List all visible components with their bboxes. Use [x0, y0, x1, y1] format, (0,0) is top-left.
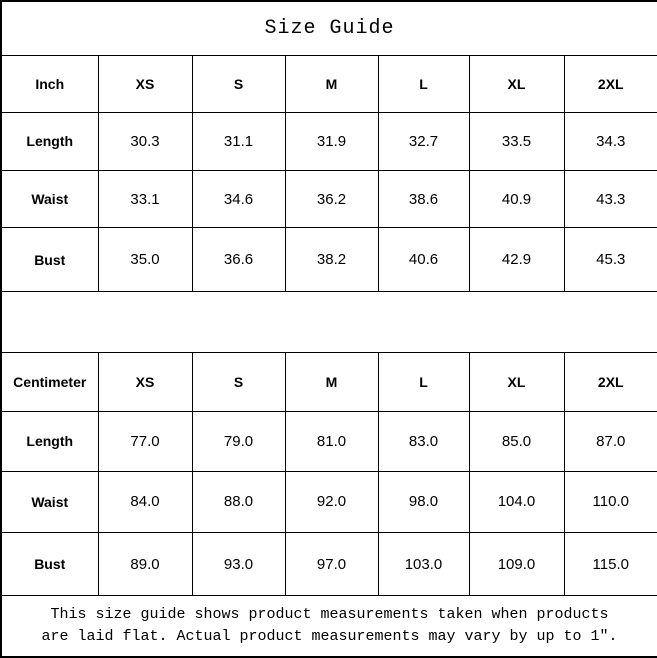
measurement-value: 36.2 — [284, 169, 379, 229]
cm-size-header-2xl: 2XL — [563, 351, 657, 412]
measurement-value: 77.0 — [97, 410, 193, 472]
cm-header-row: Centimeter XS S M L XL 2XL — [0, 351, 657, 412]
measurement-value: 33.5 — [468, 111, 565, 172]
measurement-value: 33.1 — [97, 169, 193, 229]
measurement-value: 40.6 — [377, 227, 470, 293]
measurement-value: 87.0 — [563, 410, 657, 472]
measurement-value: 45.3 — [563, 227, 657, 293]
footer-row: This size guide shows product measuremen… — [0, 595, 657, 658]
measurement-value: 110.0 — [563, 470, 657, 534]
cm-waist-row: Waist 84.0 88.0 92.0 98.0 104.0 110.0 — [0, 470, 657, 534]
measurement-value: 38.6 — [377, 169, 470, 229]
inch-size-header-2xl: 2XL — [563, 54, 657, 113]
measurement-value: 31.1 — [191, 111, 286, 172]
inch-length-row: Length 30.3 31.1 31.9 32.7 33.5 34.3 — [0, 111, 657, 172]
row-label: Waist — [0, 470, 99, 534]
inch-size-header-s: S — [191, 54, 286, 113]
cm-size-header-l: L — [377, 351, 470, 412]
row-label: Length — [0, 111, 99, 172]
measurement-value: 40.9 — [468, 169, 565, 229]
measurement-value: 92.0 — [284, 470, 379, 534]
measurement-value: 93.0 — [191, 532, 286, 597]
row-label: Bust — [0, 227, 99, 293]
footer-note: This size guide shows product measuremen… — [0, 595, 657, 658]
cm-length-row: Length 77.0 79.0 81.0 83.0 85.0 87.0 — [0, 410, 657, 472]
measurement-value: 38.2 — [284, 227, 379, 293]
measurement-value: 36.6 — [191, 227, 286, 293]
measurement-value: 85.0 — [468, 410, 565, 472]
inch-header-row: Inch XS S M L XL 2XL — [0, 54, 657, 113]
measurement-value: 81.0 — [284, 410, 379, 472]
cm-size-header-s: S — [191, 351, 286, 412]
cm-size-header-xl: XL — [468, 351, 565, 412]
measurement-value: 98.0 — [377, 470, 470, 534]
row-label: Bust — [0, 532, 99, 597]
measurement-value: 32.7 — [377, 111, 470, 172]
measurement-value: 88.0 — [191, 470, 286, 534]
spacer-cell — [0, 291, 657, 353]
cm-size-header-xs: XS — [97, 351, 193, 412]
inch-waist-row: Waist 33.1 34.6 36.2 38.6 40.9 43.3 — [0, 169, 657, 229]
inch-size-header-m: M — [284, 54, 379, 113]
spacer-row — [0, 291, 657, 353]
measurement-value: 31.9 — [284, 111, 379, 172]
measurement-value: 115.0 — [563, 532, 657, 597]
measurement-value: 30.3 — [97, 111, 193, 172]
measurement-value: 104.0 — [468, 470, 565, 534]
cm-size-header-m: M — [284, 351, 379, 412]
measurement-value: 79.0 — [191, 410, 286, 472]
measurement-value: 35.0 — [97, 227, 193, 293]
measurement-value: 42.9 — [468, 227, 565, 293]
measurement-value: 34.6 — [191, 169, 286, 229]
measurement-value: 97.0 — [284, 532, 379, 597]
footer-note-line2: are laid flat. Actual product measuremen… — [41, 628, 618, 646]
page-title: Size Guide — [0, 0, 657, 56]
measurement-value: 34.3 — [563, 111, 657, 172]
measurement-value: 109.0 — [468, 532, 565, 597]
measurement-value: 84.0 — [97, 470, 193, 534]
measurement-value: 83.0 — [377, 410, 470, 472]
footer-note-line1: This size guide shows product measuremen… — [50, 606, 609, 624]
inch-bust-row: Bust 35.0 36.6 38.2 40.6 42.9 45.3 — [0, 227, 657, 293]
cm-unit-header: Centimeter — [0, 351, 99, 412]
inch-size-header-l: L — [377, 54, 470, 113]
title-row: Size Guide — [0, 0, 657, 56]
cm-bust-row: Bust 89.0 93.0 97.0 103.0 109.0 115.0 — [0, 532, 657, 597]
measurement-value: 43.3 — [563, 169, 657, 229]
inch-size-header-xs: XS — [97, 54, 193, 113]
measurement-value: 103.0 — [377, 532, 470, 597]
measurement-value: 89.0 — [97, 532, 193, 597]
inch-unit-header: Inch — [0, 54, 99, 113]
inch-size-header-xl: XL — [468, 54, 565, 113]
row-label: Waist — [0, 169, 99, 229]
row-label: Length — [0, 410, 99, 472]
